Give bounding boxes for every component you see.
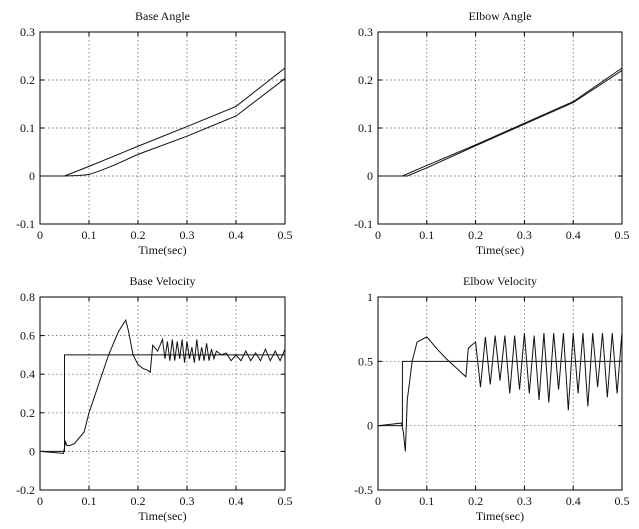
elbow-angle-series-1-line — [378, 67, 623, 177]
base-angle-y-tick-label: 0.2 — [20, 73, 35, 87]
elbow-velocity-x-tick-label: 0.3 — [517, 494, 532, 508]
base-angle-x-tick-label: 0.4 — [229, 228, 244, 242]
base-velocity-x-tick-label: 0.3 — [180, 494, 195, 508]
elbow-velocity-x-tick-label: 0.2 — [468, 494, 483, 508]
base-velocity-x-tick-label: 0.2 — [131, 494, 146, 508]
base-velocity-x-tick-label: 0.1 — [82, 494, 97, 508]
base-velocity-x-axis-label: Time(sec) — [138, 509, 186, 523]
elbow-velocity-axes-frame — [377, 296, 623, 491]
base-velocity-y-tick-label: -0.2 — [16, 483, 35, 497]
base-velocity-axes-frame — [39, 296, 286, 491]
elbow-angle-x-tick-label: 0 — [375, 228, 381, 242]
elbow-angle-y-tick-label: 0 — [367, 169, 373, 183]
base-velocity-y-tick-label: 0.4 — [20, 367, 35, 381]
base-angle-x-tick-label: 0.3 — [180, 228, 195, 242]
base-angle-y-tick-label: 0 — [29, 169, 35, 183]
elbow-angle-x-tick-label: 0.2 — [468, 228, 483, 242]
base-velocity-x-tick-label: 0 — [37, 494, 43, 508]
base-velocity-x-tick-label: 0.5 — [278, 494, 293, 508]
elbow-velocity-x-tick-label: 0.1 — [419, 494, 434, 508]
base-angle-y-tick-label: 0.3 — [20, 25, 35, 39]
base-angle-x-tick-label: 0.2 — [131, 228, 146, 242]
elbow-angle-x-tick-label: 0.4 — [566, 228, 581, 242]
elbow-velocity-x-tick-label: 0.4 — [566, 494, 581, 508]
base-angle-x-axis-label: Time(sec) — [138, 243, 186, 257]
base-angle-y-tick-label: -0.1 — [16, 217, 35, 231]
elbow-angle-x-tick-label: 0.3 — [517, 228, 532, 242]
elbow-angle-y-tick-label: 0.3 — [358, 25, 373, 39]
base-velocity-title: Base Velocity — [129, 274, 195, 288]
elbow-angle-x-tick-label: 0.5 — [615, 228, 630, 242]
elbow-angle-title: Elbow Angle — [469, 9, 532, 23]
base-velocity-x-tick-label: 0.4 — [229, 494, 244, 508]
elbow-velocity-title: Elbow Velocity — [463, 274, 537, 288]
elbow-velocity-y-tick-label: 0.5 — [358, 354, 373, 368]
base-velocity-series-1-line — [40, 354, 285, 452]
base-angle-y-tick-label: 0.1 — [20, 121, 35, 135]
base-angle-series-1-line — [40, 67, 286, 177]
elbow-angle-series-2-line — [378, 69, 623, 177]
base-velocity-y-tick-label: 0.6 — [20, 329, 35, 343]
elbow-angle-y-tick-label: 0.1 — [358, 121, 373, 135]
base-velocity-y-tick-label: 0.8 — [20, 290, 35, 304]
base-velocity-y-tick-label: 0.2 — [20, 406, 35, 420]
base-angle-series-2-line — [40, 78, 286, 177]
elbow-angle-y-tick-label: -0.1 — [354, 217, 373, 231]
elbow-velocity-x-tick-label: 0.5 — [615, 494, 630, 508]
base-velocity-series-2-line — [39, 318, 286, 454]
base-angle-x-tick-label: 0.5 — [278, 228, 293, 242]
base-angle-x-tick-label: 0 — [37, 228, 43, 242]
elbow-velocity-y-tick-label: -0.5 — [354, 483, 373, 497]
elbow-velocity-series-2-line — [377, 331, 623, 452]
elbow-angle-y-tick-label: 0.2 — [358, 73, 373, 87]
elbow-angle-x-tick-label: 0.1 — [419, 228, 434, 242]
elbow-angle-x-axis-label: Time(sec) — [476, 243, 524, 257]
base-angle-title: Base Angle — [135, 9, 190, 23]
elbow-velocity-y-tick-label: 1 — [367, 290, 373, 304]
elbow-velocity-y-tick-label: 0 — [367, 419, 373, 433]
base-angle-x-tick-label: 0.1 — [82, 228, 97, 242]
base-velocity-y-tick-label: 0 — [29, 444, 35, 458]
elbow-velocity-x-tick-label: 0 — [375, 494, 381, 508]
elbow-velocity-x-axis-label: Time(sec) — [476, 509, 524, 523]
